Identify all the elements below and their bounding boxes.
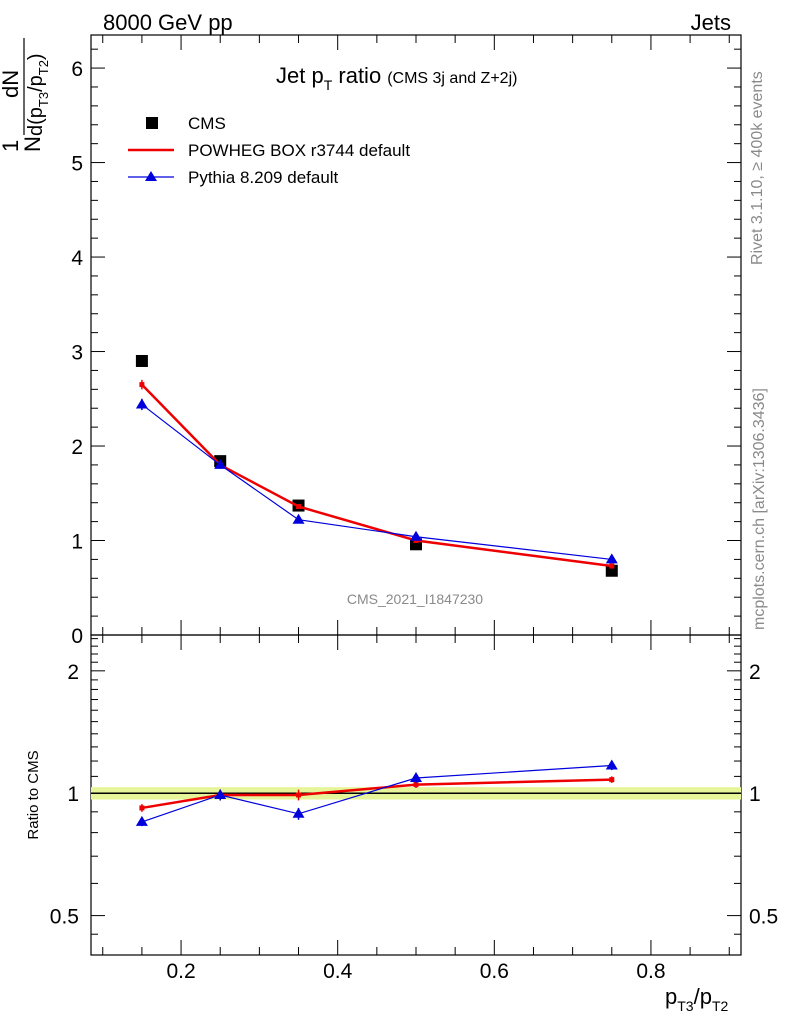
main-plot-series xyxy=(135,354,618,577)
ratio-point-pythia xyxy=(292,807,305,818)
x-tick-label: 0.8 xyxy=(636,960,665,983)
main-y-axis: 0 1 2 3 4 5 6 xyxy=(71,48,741,648)
legend: CMS POWHEG BOX r3744 default Pythia 8.20… xyxy=(128,114,410,187)
process-label: Jets xyxy=(691,10,731,35)
main-y-tick-label: 2 xyxy=(71,436,83,459)
data-point-cms xyxy=(605,564,618,577)
ratio-y-axis-label: Ratio to CMS xyxy=(25,750,42,839)
legend-cms-marker xyxy=(146,117,158,129)
ratio-y-tick-label-left: 1 xyxy=(67,783,79,806)
x-tick-label: 0.4 xyxy=(323,960,353,983)
ratio-point-pythia xyxy=(214,788,227,799)
data-point-pythia xyxy=(135,398,148,409)
data-point-pythia xyxy=(410,530,422,541)
legend-powheg-label: POWHEG BOX r3744 default xyxy=(188,141,410,160)
main-y-tick-label: 5 xyxy=(71,153,83,176)
ylabel-one: 1 xyxy=(0,140,23,152)
ratio-y-tick-label-left: 0.5 xyxy=(50,906,79,929)
energy-label: 8000 GeV pp xyxy=(103,10,233,35)
data-point-pythia xyxy=(605,553,618,564)
x-axis: 0.2 0.4 0.6 0.8 xyxy=(102,35,730,983)
ratio-point-pythia xyxy=(135,815,148,826)
ylabel-denominator: d(pT3/pT2) xyxy=(25,53,51,136)
analysis-id-watermark: CMS_2021_I1847230 xyxy=(347,591,483,607)
series-line-1 xyxy=(141,383,612,568)
legend-pythia-label: Pythia 8.209 default xyxy=(188,168,339,187)
ratio-point-pythia xyxy=(605,759,618,770)
ratio-point-powheg xyxy=(296,792,302,798)
ratio-plot-series xyxy=(135,759,618,827)
x-tick-label: 0.2 xyxy=(166,960,195,983)
main-y-axis-label: 1 N dN d(pT3/pT2) xyxy=(0,38,51,152)
ylabel-n: N xyxy=(20,136,45,152)
mcplots-reference-label: mcplots.cern.ch [arXiv:1306.3436] xyxy=(751,388,768,630)
chart-title: Jet pT ratio (CMS 3j and Z+2j) xyxy=(276,63,517,93)
data-point-pythia xyxy=(292,513,305,524)
ratio-y-tick-label-right: 0.5 xyxy=(749,906,778,929)
ratio-y-tick-label-right: 2 xyxy=(749,661,761,684)
ratio-point-powheg xyxy=(413,782,419,788)
ratio-y-tick-label-right: 1 xyxy=(749,783,761,806)
main-y-tick-label: 3 xyxy=(71,342,83,365)
data-point-cms xyxy=(135,354,148,367)
x-axis-label: pT3/pT2 xyxy=(665,984,729,1014)
ylabel-dn: dN xyxy=(0,70,23,98)
legend-pythia-marker xyxy=(145,171,157,181)
ratio-point-pythia xyxy=(410,772,422,783)
data-point-pythia xyxy=(214,458,227,469)
series-line-2 xyxy=(141,403,612,561)
rivet-version-label: Rivet 3.1.10, ≥ 400k events xyxy=(749,71,766,265)
main-y-tick-label: 4 xyxy=(71,247,83,270)
data-point-powheg xyxy=(609,563,615,569)
main-y-tick-label: 1 xyxy=(71,531,83,554)
ratio-point-powheg xyxy=(139,805,145,811)
ratio-y-tick-label-left: 2 xyxy=(67,661,79,684)
main-y-tick-label: 6 xyxy=(71,58,83,81)
ratio-y-axis: 0.5 0.5 1 1 2 2 xyxy=(50,638,778,935)
legend-cms-label: CMS xyxy=(188,114,226,133)
x-tick-label: 0.6 xyxy=(480,960,509,983)
data-point-powheg xyxy=(139,382,145,388)
ratio-point-powheg xyxy=(609,777,615,783)
main-y-tick-label: 0 xyxy=(71,625,83,648)
data-point-powheg xyxy=(296,503,302,509)
